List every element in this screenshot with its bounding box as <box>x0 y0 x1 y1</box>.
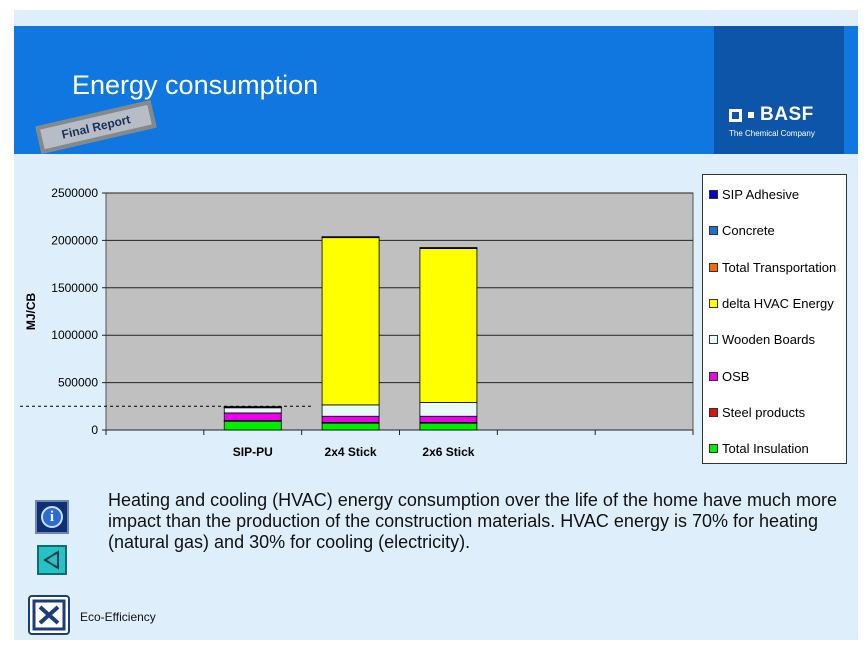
legend-swatch <box>709 444 718 454</box>
y-tick-label: 2000000 <box>51 233 98 247</box>
y-tick-label: 0 <box>91 423 98 437</box>
legend-item: Concrete <box>709 223 775 238</box>
legend-swatch <box>709 190 718 199</box>
info-icon: i <box>41 506 63 528</box>
x-tick-label: 2x4 Stick <box>325 445 377 459</box>
legend-label: Total Transportation <box>722 259 837 275</box>
y-tick-label: 1500000 <box>51 281 98 295</box>
logo-square-icon <box>729 108 742 122</box>
y-tick-label: 500000 <box>58 376 98 390</box>
x-tick-label: 2x6 Stick <box>422 445 474 459</box>
back-arrow-icon <box>43 550 59 570</box>
bar-concrete-2 <box>419 247 478 249</box>
legend-item: Wooden Boards <box>709 332 815 347</box>
legend-label: Steel products <box>722 404 806 420</box>
logo-tagline: The Chemical Company <box>729 129 815 138</box>
legend-item: OSB <box>709 369 749 384</box>
bar-osb-2 <box>419 415 478 423</box>
y-tick-label: 1000000 <box>51 328 98 342</box>
x-tick-label: SIP-PU <box>233 445 273 459</box>
bar-wooden-boards-1 <box>321 404 380 417</box>
legend-label: SIP Adhesive <box>722 187 800 202</box>
bar-osb-1 <box>321 415 380 423</box>
legend-label: Total Insulation <box>722 441 809 457</box>
legend-label: Concrete <box>722 223 775 239</box>
legend-label: delta HVAC Energy <box>722 295 834 311</box>
legend-swatch <box>709 407 718 417</box>
body-text: Heating and cooling (HVAC) energy consum… <box>108 490 838 552</box>
footer-label: Eco-Efficiency <box>80 610 156 624</box>
bar-osb-0 <box>223 412 282 421</box>
bar-sip-adhesive-0 <box>223 406 282 408</box>
legend-item: Steel products <box>709 405 805 420</box>
legend-swatch <box>709 335 718 345</box>
page-title: Energy consumption <box>72 70 319 100</box>
legend-item: SIP Adhesive <box>709 187 799 202</box>
legend-swatch <box>709 262 718 272</box>
chart-legend: SIP Adhesive Concrete Total Transportation… <box>702 174 847 464</box>
legend-swatch <box>709 371 718 381</box>
legend-item: Total Transportation <box>709 260 836 275</box>
y-axis-label: MJ/CB <box>24 293 38 331</box>
bar-total-insulation-0 <box>223 420 282 431</box>
bar-delta-hvac-energy-2 <box>419 247 478 403</box>
back-button[interactable] <box>37 545 67 575</box>
basf-logo-box <box>714 26 844 154</box>
bar-total-insulation-2 <box>419 422 478 431</box>
legend-item: delta HVAC Energy <box>709 296 834 311</box>
legend-swatch <box>709 226 718 236</box>
bar-delta-hvac-energy-1 <box>321 236 380 406</box>
bar-concrete-1 <box>321 236 380 238</box>
y-tick-label: 2500000 <box>51 186 98 200</box>
bar-total-insulation-1 <box>321 422 380 431</box>
legend-swatch <box>709 298 718 308</box>
legend-item: Total Insulation <box>709 441 809 456</box>
basf-logo: BASF <box>729 104 814 126</box>
info-button[interactable]: i <box>35 500 69 534</box>
logo-name: BASF <box>760 104 814 125</box>
logo-dot-icon <box>748 112 754 118</box>
bar-wooden-boards-2 <box>419 402 478 417</box>
legend-label: Wooden Boards <box>722 332 815 348</box>
legend-label: OSB <box>722 368 750 384</box>
eco-efficiency-logo-icon <box>28 595 70 635</box>
plot-area <box>105 192 694 431</box>
